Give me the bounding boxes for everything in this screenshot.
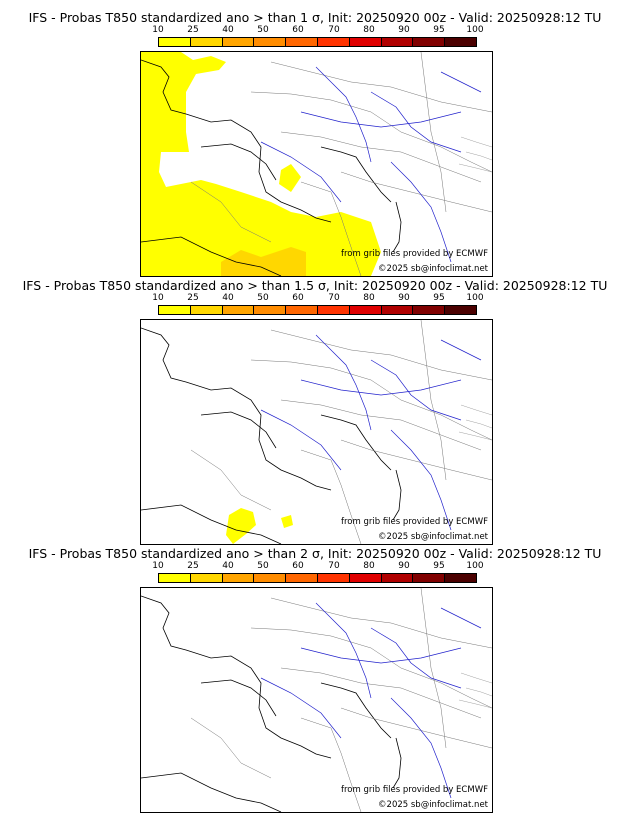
legend-swatch [159, 574, 191, 582]
alps-detail [458, 672, 492, 709]
legend-swatch [349, 574, 382, 582]
legend-label: 25 [187, 561, 199, 571]
legend-label: 90 [398, 293, 410, 303]
prob-area-yellow [141, 52, 381, 276]
rivers [260, 334, 482, 531]
legend-label: 40 [222, 561, 234, 571]
color-legend-bar [158, 37, 477, 47]
legend-label: 90 [398, 25, 410, 35]
legend-label: 90 [398, 561, 410, 571]
legend-swatch [222, 306, 255, 314]
map-panel-2 [141, 320, 492, 544]
legend-label: 60 [292, 25, 304, 35]
legend-label: 80 [363, 293, 375, 303]
legend-labels: 10 25 40 50 60 70 80 90 95 100 [152, 561, 488, 573]
legend-swatch [445, 306, 476, 314]
legend-swatch [381, 574, 414, 582]
prob-area-yellow-center [279, 164, 301, 192]
copyright: ©2025 sb@infoclimat.net [378, 532, 488, 542]
legend-swatch [190, 306, 223, 314]
legend-swatch [413, 306, 446, 314]
color-legend-bar [158, 305, 477, 315]
legend-swatch [254, 306, 287, 314]
legend-swatch [445, 38, 476, 46]
prob-area-yellow-small [281, 515, 293, 528]
map-frame: from grib files provided by ECMWF ©2025 … [140, 587, 493, 813]
legend-swatch [190, 38, 223, 46]
legend-swatch [381, 38, 414, 46]
legend-label: 10 [152, 25, 164, 35]
legend-swatch [286, 38, 318, 46]
legend-label: 25 [187, 293, 199, 303]
legend-label: 50 [257, 293, 269, 303]
legend-label: 40 [222, 25, 234, 35]
borders [190, 320, 492, 544]
copyright: ©2025 sb@infoclimat.net [378, 264, 488, 274]
rivers [260, 66, 482, 263]
coastlines [141, 327, 402, 544]
legend-swatch [254, 38, 287, 46]
data-credit: from grib files provided by ECMWF [341, 517, 488, 527]
legend-label: 95 [433, 293, 445, 303]
alps-detail [458, 404, 492, 441]
legend-label: 80 [363, 25, 375, 35]
legend-label: 50 [257, 25, 269, 35]
rivers [260, 602, 482, 799]
legend-label: 70 [328, 561, 340, 571]
legend-swatch [159, 306, 191, 314]
legend-swatch [222, 38, 255, 46]
copyright: ©2025 sb@infoclimat.net [378, 800, 488, 810]
legend-label: 60 [292, 561, 304, 571]
panel-title: IFS - Probas T850 standardized ano > tha… [22, 278, 608, 293]
legend-label: 80 [363, 561, 375, 571]
legend-swatch [286, 306, 318, 314]
map-panel-3 [141, 588, 492, 812]
legend-swatch [159, 38, 191, 46]
prob-area-yellow-north [141, 52, 151, 92]
legend-swatch [413, 574, 446, 582]
alps-detail [458, 136, 492, 173]
prob-area-gold [221, 247, 306, 276]
legend-label: 10 [152, 293, 164, 303]
legend-swatch [317, 306, 350, 314]
borders [190, 588, 492, 812]
legend-label: 95 [433, 561, 445, 571]
coastlines [141, 59, 402, 276]
legend-swatch [317, 38, 350, 46]
legend-label: 60 [292, 293, 304, 303]
legend-label: 70 [328, 25, 340, 35]
legend-swatch [190, 574, 223, 582]
legend-swatch [349, 306, 382, 314]
legend-label: 100 [466, 561, 484, 571]
legend-label: 25 [187, 25, 199, 35]
panel-title: IFS - Probas T850 standardized ano > tha… [28, 546, 602, 561]
legend-swatch [254, 574, 287, 582]
legend-swatch [286, 574, 318, 582]
color-legend-bar [158, 573, 477, 583]
legend-swatch [349, 38, 382, 46]
legend-swatch [222, 574, 255, 582]
panel-title: IFS - Probas T850 standardized ano > tha… [28, 10, 602, 25]
legend-swatch [381, 306, 414, 314]
prob-area-yellow [226, 508, 256, 544]
legend-label: 100 [466, 293, 484, 303]
coastlines [141, 595, 402, 812]
borders [190, 52, 492, 276]
legend-label: 70 [328, 293, 340, 303]
map-panel-1 [141, 52, 492, 276]
data-credit: from grib files provided by ECMWF [341, 249, 488, 259]
legend-labels: 10 25 40 50 60 70 80 90 95 100 [152, 293, 488, 305]
map-frame: from grib files provided by ECMWF ©2025 … [140, 319, 493, 545]
legend-labels: 10 25 40 50 60 70 80 90 95 100 [152, 25, 488, 37]
legend-label: 95 [433, 25, 445, 35]
legend-swatch [317, 574, 350, 582]
legend-label: 50 [257, 561, 269, 571]
legend-swatch [413, 38, 446, 46]
map-frame: from grib files provided by ECMWF ©2025 … [140, 51, 493, 277]
legend-swatch [445, 574, 476, 582]
data-credit: from grib files provided by ECMWF [341, 785, 488, 795]
legend-label: 100 [466, 25, 484, 35]
legend-label: 10 [152, 561, 164, 571]
legend-label: 40 [222, 293, 234, 303]
